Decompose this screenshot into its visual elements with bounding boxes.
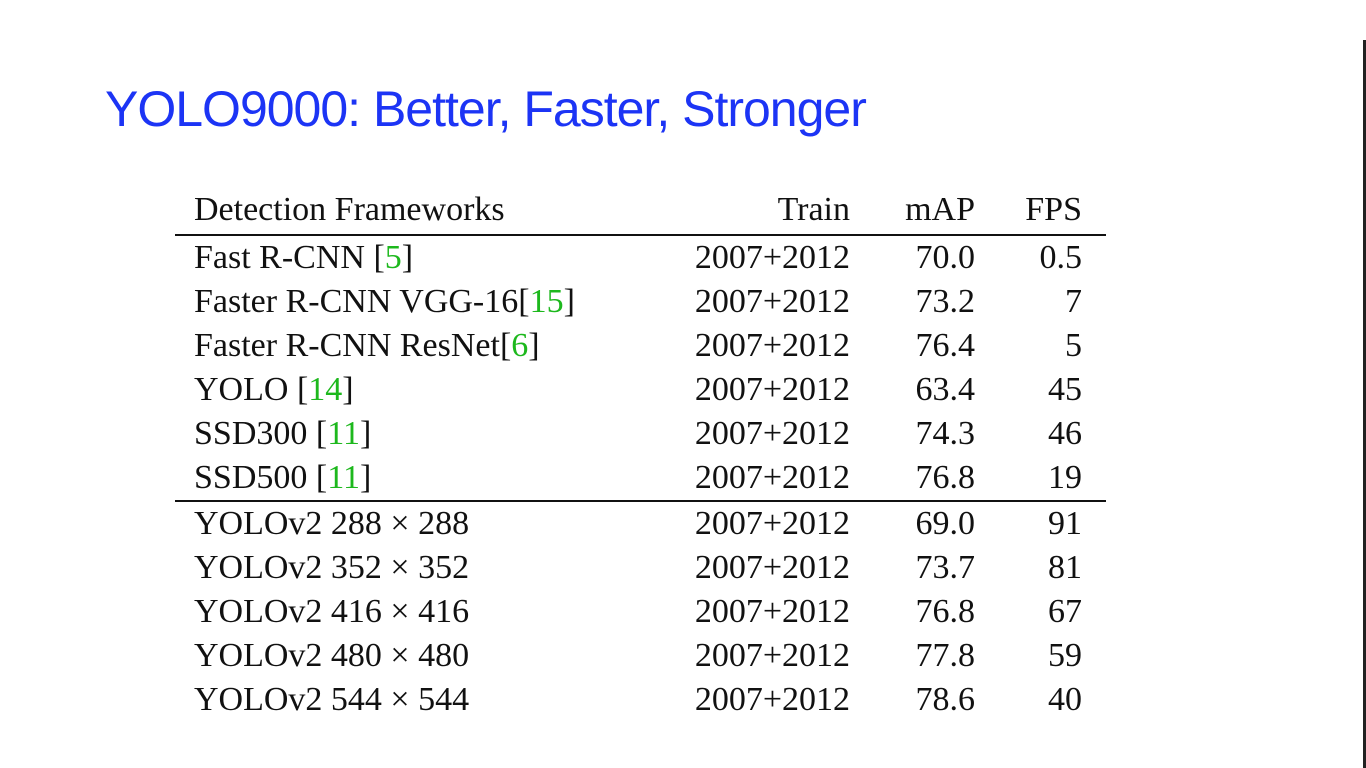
- framework-name: YOLOv2 480 × 480: [194, 637, 470, 674]
- table-row: Fast R-CNN [5] 2007+2012 70.0 0.5: [175, 235, 1106, 280]
- table-row: YOLO [14] 2007+2012 63.4 45: [175, 368, 1106, 412]
- train-value: 2007+2012: [694, 415, 850, 452]
- map-value: 76.8: [850, 456, 975, 502]
- table-row: YOLOv2 352 × 352 2007+2012 73.7 81: [175, 546, 1106, 590]
- table-row: YOLOv2 416 × 416 2007+2012 76.8 67: [175, 590, 1106, 634]
- framework-name: YOLOv2 288 × 288: [194, 505, 470, 542]
- train-value: 2007+2012: [694, 681, 850, 718]
- framework-name: Faster R-CNN ResNet[6]: [175, 324, 634, 368]
- cite-open: [: [499, 327, 512, 364]
- fps-value: 67: [1048, 593, 1082, 630]
- map-value: 74.3: [915, 415, 976, 452]
- cite-open: [: [315, 415, 328, 452]
- citation-link[interactable]: 5: [384, 239, 402, 276]
- citation-link[interactable]: 15: [529, 283, 564, 320]
- train-value: 2007+2012: [694, 239, 850, 276]
- framework-name: SSD300 [11]: [175, 412, 634, 456]
- train-value: 2007+2012: [694, 327, 850, 364]
- table-row: SSD500 [11] 2007+2012 76.8 19: [175, 456, 1106, 502]
- framework-name: YOLOv2 416 × 416: [194, 593, 470, 630]
- header-map: mAP: [850, 186, 975, 236]
- framework-name: Fast R-CNN [5]: [175, 235, 634, 280]
- table-row: Faster R-CNN VGG-16[15] 2007+2012 73.2 7: [175, 280, 1106, 324]
- fps-value: 81: [1048, 549, 1082, 586]
- framework-label: SSD300: [194, 415, 316, 452]
- framework-name: YOLOv2 544 × 544: [194, 681, 470, 718]
- cite-open: [: [315, 459, 328, 496]
- map-value: 77.8: [915, 637, 976, 674]
- framework-label: SSD500: [194, 459, 316, 496]
- train-value: 2007+2012: [694, 637, 850, 674]
- fps-value: 91: [1048, 505, 1082, 542]
- table-row: YOLOv2 480 × 480 2007+2012 77.8 59: [175, 634, 1106, 678]
- cite-close: ]: [342, 371, 354, 408]
- table-row: YOLOv2 288 × 288 2007+2012 69.0 91: [175, 501, 1106, 546]
- fps-value: 5: [1065, 327, 1082, 364]
- cite-close: ]: [359, 415, 372, 452]
- cite-close: ]: [359, 459, 372, 496]
- slide-title: YOLO9000: Better, Faster, Stronger: [105, 81, 867, 137]
- header-train: Train: [634, 186, 850, 236]
- framework-name: YOLO [14]: [175, 368, 634, 412]
- map-value: 76.4: [915, 327, 976, 364]
- train-value: 2007+2012: [694, 283, 850, 320]
- framework-name: YOLOv2 352 × 352: [194, 549, 470, 586]
- table-row: Faster R-CNN ResNet[6] 2007+2012 76.4 5: [175, 324, 1106, 368]
- train-value: 2007+2012: [694, 371, 850, 408]
- train-value: 2007+2012: [694, 593, 850, 630]
- train-value: 2007+2012: [694, 505, 850, 542]
- fps-value: 59: [1048, 637, 1082, 674]
- fps-value: 7: [1065, 283, 1082, 320]
- map-value: 70.0: [915, 239, 976, 276]
- fps-value: 0.5: [1039, 239, 1083, 276]
- map-value-best: 78.6: [915, 681, 976, 718]
- citation-link[interactable]: 14: [308, 371, 343, 408]
- framework-name: Faster R-CNN VGG-16[15]: [175, 280, 634, 324]
- table-row: YOLOv2 544 × 544 2007+2012 78.6 40: [175, 678, 1106, 722]
- framework-label: Faster R-CNN ResNet: [194, 327, 500, 364]
- fps-value: 46: [1048, 415, 1082, 452]
- map-value: 76.8: [915, 593, 976, 630]
- header-detection-frameworks: Detection Frameworks: [175, 186, 634, 236]
- citation-link[interactable]: 11: [327, 459, 360, 496]
- framework-label: Fast R-CNN: [194, 239, 374, 276]
- cite-close: ]: [528, 327, 540, 364]
- header-fps: FPS: [975, 186, 1106, 236]
- map-value: 63.4: [915, 371, 976, 408]
- map-value: 73.2: [915, 283, 976, 320]
- framework-name: SSD500 [11]: [175, 456, 634, 502]
- results-table: Detection Frameworks Train mAP FPS Fast …: [175, 186, 1106, 722]
- cite-open: [: [373, 239, 385, 276]
- header-row: Detection Frameworks Train mAP FPS: [175, 186, 1106, 236]
- framework-label: Faster R-CNN VGG-16: [194, 283, 519, 320]
- map-value: 69.0: [915, 505, 976, 542]
- cite-open: [: [518, 283, 530, 320]
- cite-close: ]: [563, 283, 575, 320]
- fps-value: 19: [975, 456, 1106, 502]
- table-row: SSD300 [11] 2007+2012 74.3 46: [175, 412, 1106, 456]
- fps-value: 45: [1048, 371, 1082, 408]
- map-value: 73.7: [915, 549, 976, 586]
- citation-link[interactable]: 6: [511, 327, 529, 364]
- framework-label: YOLO: [194, 371, 297, 408]
- train-value: 2007+2012: [634, 456, 850, 502]
- cite-open: [: [296, 371, 309, 408]
- slide-edge-divider: [1363, 40, 1366, 768]
- fps-value: 40: [1048, 681, 1082, 718]
- citation-link[interactable]: 11: [327, 415, 360, 452]
- cite-close: ]: [401, 239, 414, 276]
- train-value: 2007+2012: [694, 549, 850, 586]
